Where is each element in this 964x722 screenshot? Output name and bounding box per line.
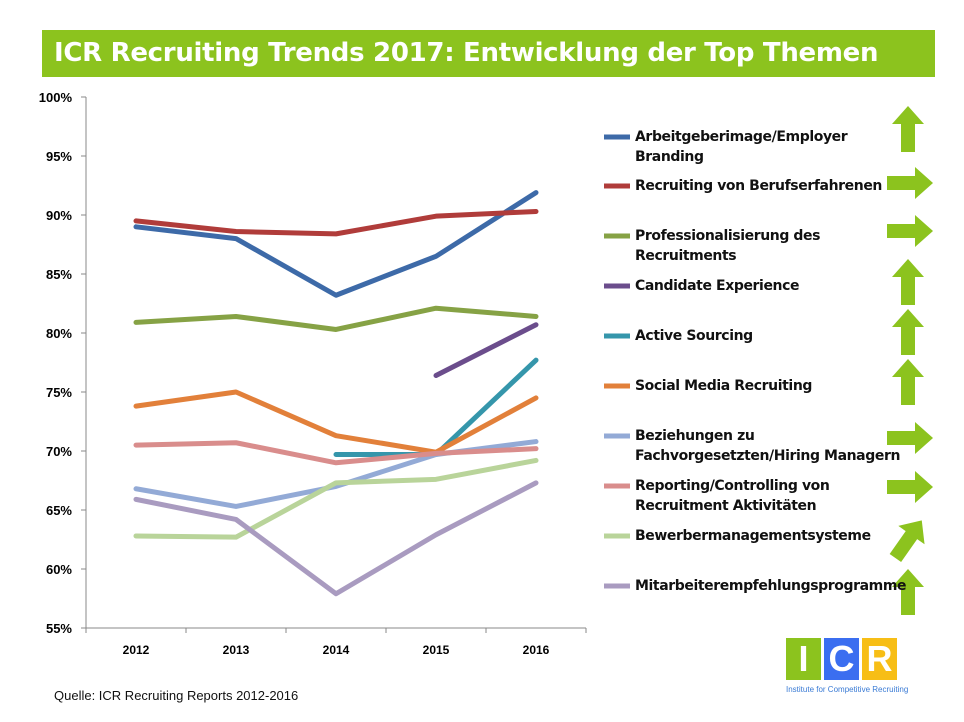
trend-arrow-right-icon: [887, 422, 933, 454]
y-tick-label: 85%: [46, 267, 72, 282]
legend-label: Active Sourcing: [635, 328, 753, 344]
series-line: [133, 389, 539, 455]
series-line: [433, 322, 539, 378]
logo-letter-c: C: [824, 638, 859, 680]
y-tick-label: 95%: [46, 149, 72, 164]
legend-label: Reporting/Controlling von Recruitment Ak…: [635, 478, 830, 514]
series-line: [133, 440, 539, 466]
logo-letter-i: I: [786, 638, 821, 680]
series-line: [133, 190, 539, 298]
y-tick-label: 60%: [46, 562, 72, 577]
logo-tagline: Institute for Competitive Recruiting: [786, 685, 909, 694]
series-line: [133, 305, 539, 332]
series-line: [133, 208, 539, 237]
chart-title: ICR Recruiting Trends 2017: Entwicklung …: [42, 30, 935, 77]
trend-arrow-right-icon: [887, 471, 933, 503]
source-note: Quelle: ICR Recruiting Reports 2012-2016: [54, 688, 299, 703]
trend-arrow-up-icon: [892, 106, 924, 152]
trend-arrow-up-right-icon: [889, 520, 925, 563]
y-tick-label: 65%: [46, 503, 72, 518]
legend-label: Recruiting von Berufserfahrenen: [635, 178, 882, 194]
legend-label: Professionalisierung des Recruitments: [635, 228, 821, 264]
logo-letter-r: R: [862, 638, 897, 680]
y-tick-label: 100%: [39, 90, 73, 105]
legend-label: Candidate Experience: [635, 278, 800, 294]
trend-arrow-right-icon: [887, 167, 933, 199]
trend-arrow-up-icon: [892, 359, 924, 405]
y-tick-label: 55%: [46, 621, 72, 636]
x-tick-label: 2012: [123, 643, 150, 657]
y-tick-label: 70%: [46, 444, 72, 459]
trend-arrow-up-icon: [892, 309, 924, 355]
series-line: [133, 457, 539, 540]
y-tick-label: 90%: [46, 208, 72, 223]
legend-label: Social Media Recruiting: [635, 378, 813, 394]
y-tick-label: 75%: [46, 385, 72, 400]
x-tick-label: 2013: [223, 643, 250, 657]
series-line: [133, 480, 539, 597]
legend-label: Beziehungen zu Fachvorgesetzten/Hiring M…: [635, 428, 901, 464]
legend-label: Bewerbermanagementsysteme: [635, 528, 871, 544]
x-tick-label: 2016: [523, 643, 550, 657]
legend-label: Arbeitgeberimage/Employer Branding: [635, 129, 848, 165]
trend-arrow-right-icon: [887, 215, 933, 247]
y-tick-label: 80%: [46, 326, 72, 341]
trend-arrow-up-icon: [892, 569, 924, 615]
x-tick-label: 2015: [423, 643, 450, 657]
legend-label: Mitarbeiterempfehlungsprogramme: [635, 578, 907, 594]
trend-arrow-up-icon: [892, 259, 924, 305]
x-tick-label: 2014: [323, 643, 350, 657]
